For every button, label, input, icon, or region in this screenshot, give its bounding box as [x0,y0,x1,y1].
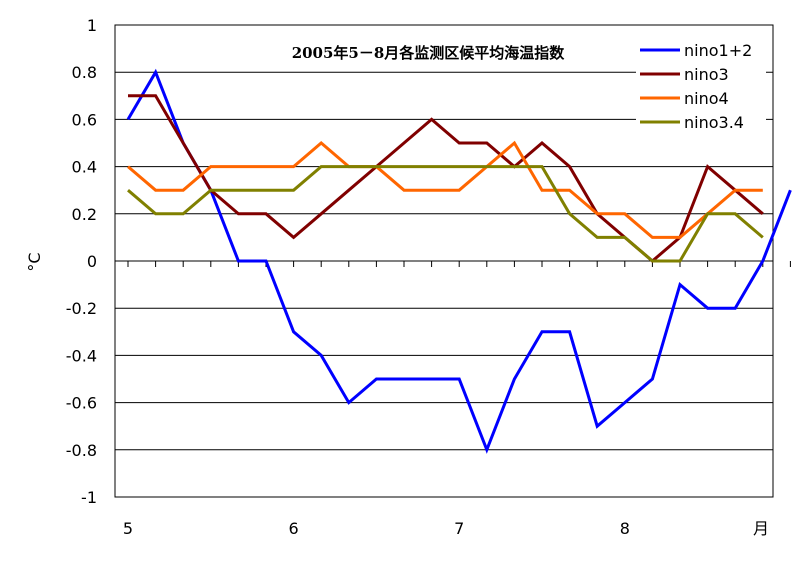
series-lines [126,68,792,454]
x-tick-label: 7 [454,519,464,538]
x-tick-label: 8 [620,519,630,538]
y-tick-label: -0.8 [66,441,97,460]
legend-background [636,36,766,154]
x-tick-label: 5 [123,519,133,538]
y-tick-label: -0.6 [66,394,97,413]
x-axis-unit-label: 月 [753,519,769,538]
y-tick-label: 0 [87,252,97,271]
x-tick-label: 6 [289,519,299,538]
y-axis-label: °C [25,252,44,271]
y-tick-label: -0.4 [66,346,97,365]
legend-label: nino3.4 [684,113,744,132]
y-tick-label: 0.8 [72,63,97,82]
x-axis-tick-labels: 5 6 7 8 [123,519,630,538]
series-line-nino3 [128,94,764,263]
series-line-nino4 [127,140,763,239]
legend-label: nino4 [684,89,729,108]
y-tick-label: -1 [81,488,97,507]
y-tick-label: 0.6 [72,110,97,129]
chart-title: 2005年5－8月各监测区候平均海温指数 [292,44,566,62]
legend-label: nino1+2 [684,41,752,60]
y-axis-tick-labels: 1 0.8 0.6 0.4 0.2 0 -0.2 -0.4 -0.6 -0.8 -1 [66,16,97,507]
y-tick-label: -0.2 [66,299,97,318]
legend: nino1+2 nino3 nino4 nino3.4 [636,36,766,154]
series-line-nino3.4 [127,165,764,263]
y-tick-label: 0.4 [72,158,97,177]
legend-label: nino3 [684,65,729,84]
y-tick-label: 1 [87,16,97,35]
y-tick-label: 0.2 [72,205,97,224]
series-line-nino1+2 [126,68,792,454]
